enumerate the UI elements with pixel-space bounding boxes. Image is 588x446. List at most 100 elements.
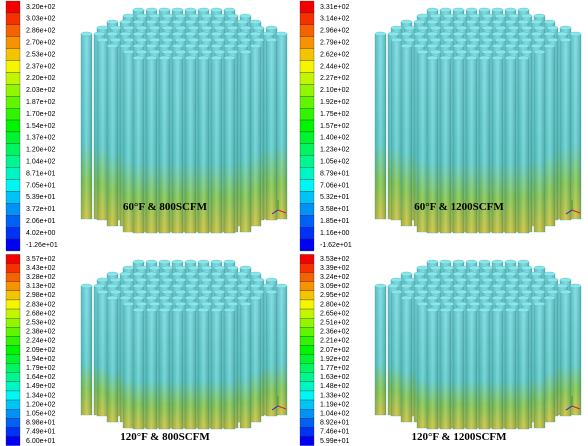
tube-top xyxy=(518,296,529,300)
tube-shade xyxy=(276,286,287,415)
colorbar-label: 2.51e+02 xyxy=(320,320,349,327)
colorbar-label: 2.83e+02 xyxy=(26,301,55,308)
tube-top xyxy=(266,290,277,294)
colorbar-swatch xyxy=(6,309,20,318)
tube-top xyxy=(136,50,147,54)
tube-top xyxy=(495,266,506,270)
tube-shade xyxy=(560,292,571,416)
tube-top xyxy=(518,44,529,48)
tube-shade xyxy=(211,58,222,233)
colorbar-swatch xyxy=(300,400,314,409)
tube-top xyxy=(453,8,464,12)
tube-top xyxy=(440,44,451,48)
tube-shade xyxy=(211,310,222,429)
tube-top xyxy=(240,50,251,54)
colorbar-label: 8.71e+01 xyxy=(26,170,55,177)
colorbar-label: 2.20e+02 xyxy=(26,75,55,82)
tube-top xyxy=(466,284,477,288)
tube-top xyxy=(175,26,186,30)
tube-top xyxy=(456,26,467,30)
colorbar-swatch xyxy=(300,409,314,418)
tube-top xyxy=(492,308,503,312)
tube-top xyxy=(240,26,251,30)
tube-top xyxy=(250,44,261,48)
colorbar-label: 2.36e+02 xyxy=(320,329,349,336)
tube-shade xyxy=(401,298,412,422)
tube-top xyxy=(518,56,529,60)
tube-shade xyxy=(266,40,277,220)
tube-top xyxy=(172,308,183,312)
tube-top xyxy=(401,296,412,300)
tube-top xyxy=(508,278,519,282)
tube-top xyxy=(453,272,464,276)
tube-top xyxy=(391,38,402,42)
tube-top xyxy=(417,14,428,18)
colorbar-label: 1.23e+02 xyxy=(320,147,349,154)
colorbar-label: 7.49e+01 xyxy=(26,429,55,436)
tube-top xyxy=(469,290,480,294)
tube-shade xyxy=(97,292,108,416)
colorbar-label: 1.04e+02 xyxy=(26,159,55,166)
tube-top xyxy=(123,302,134,306)
tube-top xyxy=(531,44,542,48)
tube-top xyxy=(227,278,238,282)
colorbar-label: 1.48e+02 xyxy=(320,383,349,390)
tube-top xyxy=(440,32,451,36)
colorbar-swatch xyxy=(300,203,314,215)
tube-top xyxy=(404,26,415,30)
colorbar-swatch xyxy=(6,156,20,168)
tube-top xyxy=(123,26,134,30)
tube-top xyxy=(521,38,532,42)
tube-top xyxy=(188,26,199,30)
tube-top xyxy=(414,20,425,24)
tube-top xyxy=(466,8,477,12)
tube-top xyxy=(508,38,519,42)
tube-top xyxy=(94,284,105,288)
tube-top xyxy=(440,284,451,288)
tube-top xyxy=(469,14,480,18)
tube-top xyxy=(427,8,438,12)
tube-top xyxy=(172,296,183,300)
colorbar-label: 3.14e+02 xyxy=(320,16,349,23)
tube-top xyxy=(521,278,532,282)
tube-top xyxy=(453,308,464,312)
tube-top xyxy=(227,266,238,270)
tube-top xyxy=(518,8,529,12)
colorbar-swatch xyxy=(300,132,314,144)
tube-top xyxy=(198,8,209,12)
tube-top xyxy=(276,284,287,288)
colorbar-label: 2.95e+02 xyxy=(320,292,349,299)
tube-top xyxy=(521,26,532,30)
colorbar-label: 1.79e+02 xyxy=(26,365,55,372)
tube-top xyxy=(492,272,503,276)
tube-top xyxy=(185,272,196,276)
tube-top xyxy=(547,290,558,294)
tube-top xyxy=(172,32,183,36)
colorbar-swatch xyxy=(6,273,20,282)
tube-shade xyxy=(250,46,261,226)
tube-top xyxy=(214,290,225,294)
tube-shade xyxy=(440,310,451,429)
tube-top xyxy=(534,50,545,54)
tube-top xyxy=(240,38,251,42)
tube-top xyxy=(544,296,555,300)
tube-top xyxy=(466,308,477,312)
tube-shade xyxy=(492,310,503,429)
tube-top xyxy=(466,272,477,276)
tube-top xyxy=(211,296,222,300)
colorbar-swatch xyxy=(6,1,20,13)
colorbar-swatch xyxy=(300,336,314,345)
colorbar-label: 3.20e+02 xyxy=(26,4,55,11)
colorbar-label: 5.32e+01 xyxy=(320,194,349,201)
tube-top xyxy=(466,56,477,60)
colorbar-swatch xyxy=(300,300,314,309)
tube-top xyxy=(534,266,545,270)
colorbar-swatch xyxy=(300,418,314,427)
tube-top xyxy=(427,284,438,288)
tube-top xyxy=(492,260,503,264)
colorbar-label: 2.44e+02 xyxy=(320,63,349,70)
tube-top xyxy=(250,32,261,36)
colorbar-swatch xyxy=(6,227,20,239)
tube-shade xyxy=(417,304,428,428)
colorbar-swatch xyxy=(300,373,314,382)
